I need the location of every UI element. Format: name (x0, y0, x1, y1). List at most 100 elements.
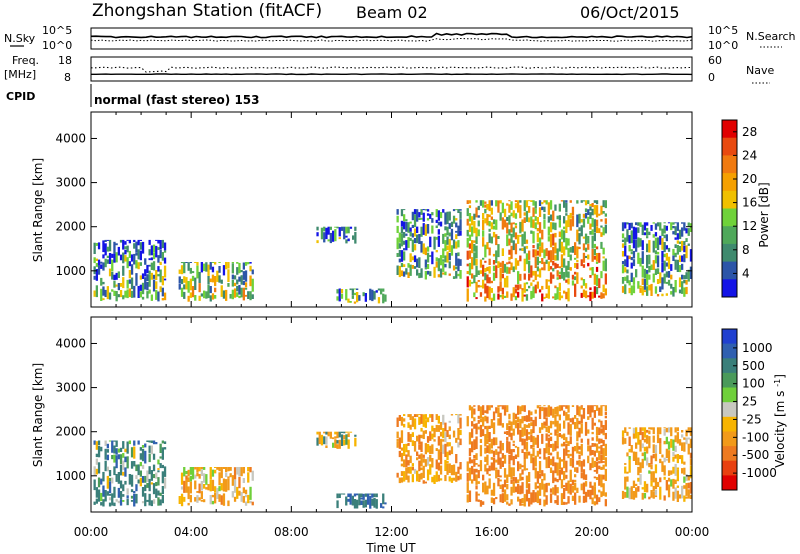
echo-cell (318, 431, 321, 445)
echo-cell (532, 270, 535, 276)
echo-cell (683, 279, 686, 284)
echo-cell (180, 265, 184, 275)
echo-cell (503, 405, 507, 407)
echo-cell (455, 209, 458, 211)
echo-cell (598, 497, 601, 502)
echo-cell (119, 254, 123, 261)
echo-cell (591, 217, 594, 227)
echo-cell (578, 246, 581, 250)
echo-cell (163, 257, 167, 264)
echo-cell (236, 279, 239, 285)
echo-cell (525, 489, 529, 502)
echo-cell (626, 471, 629, 474)
echo-cell (517, 405, 520, 415)
echo-cell (501, 443, 504, 451)
echo-cell (218, 275, 221, 283)
echo-cell (635, 269, 638, 278)
echo-cell (628, 427, 631, 429)
echo-cell (528, 273, 531, 281)
echo-cell (407, 272, 410, 278)
echo-cell (435, 219, 438, 223)
echo-cell (448, 223, 451, 229)
echo-cell (362, 500, 365, 508)
echo-cell (475, 491, 478, 502)
echo-cell (646, 286, 649, 296)
echo-cell (163, 250, 167, 253)
echo-cell (676, 233, 679, 240)
echo-cell (600, 219, 603, 222)
echo-cell (490, 297, 493, 302)
echo-cell (115, 243, 118, 246)
echo-cell (194, 467, 197, 470)
nave-series (91, 66, 692, 73)
echo-cell (569, 418, 572, 423)
echo-cell (582, 482, 586, 495)
echo-cell (532, 436, 535, 448)
echo-cell (560, 443, 564, 447)
colorbar-tick-label: -1000 (742, 466, 777, 480)
echo-cell (571, 246, 575, 253)
colorbar-swatch (722, 343, 737, 359)
echo-cell (111, 455, 114, 460)
echo-cell (497, 236, 500, 239)
echo-cell (196, 265, 199, 279)
echo-cell (591, 248, 594, 262)
echo-cell (422, 454, 425, 458)
echo-cell (488, 228, 491, 232)
echo-cell (506, 474, 509, 483)
echo-cell (681, 255, 684, 262)
echo-cell (506, 266, 509, 274)
echo-cell (536, 232, 539, 243)
echo-cell (360, 493, 363, 497)
echo-cell (126, 257, 129, 269)
echo-cell (459, 211, 462, 219)
echo-cell (554, 222, 557, 231)
echo-cell (650, 465, 653, 470)
echo-cell (521, 449, 524, 453)
echo-cell (148, 274, 151, 287)
echo-cell (457, 240, 460, 248)
echo-cell (637, 227, 640, 233)
echo-cell (486, 468, 489, 475)
echo-cell (95, 263, 98, 267)
echo-cell (593, 469, 596, 472)
echo-cell (628, 235, 631, 244)
echo-cell (556, 270, 559, 277)
echo-cell (512, 456, 515, 466)
echo-cell (111, 440, 114, 453)
echo-cell (198, 283, 201, 293)
echo-cell (126, 495, 129, 499)
echo-cell (486, 485, 489, 495)
nsearch-tick-bottom: 10^0 (708, 39, 738, 52)
echo-cell (130, 474, 134, 487)
echo-cell (437, 462, 440, 471)
echo-cell (431, 251, 434, 265)
echo-cell (486, 274, 489, 284)
echo-cell (587, 200, 590, 204)
echo-cell (560, 405, 564, 411)
echo-cell (635, 451, 638, 465)
colorbar-tick-label: 1000 (742, 341, 773, 355)
echo-cell (641, 443, 644, 449)
echo-cell (155, 482, 158, 487)
echo-cell (492, 231, 496, 238)
echo-cell (426, 264, 430, 269)
echo-cell (251, 294, 254, 299)
echo-cell (203, 263, 206, 272)
echo-cell (189, 267, 192, 274)
echo-cell (251, 278, 254, 292)
echo-cell (141, 241, 145, 254)
echo-cell (420, 434, 423, 439)
echo-cell (373, 493, 376, 497)
echo-cell (558, 271, 561, 275)
echo-cell (549, 444, 553, 448)
echo-cell (133, 493, 136, 507)
echo-cell (209, 278, 212, 283)
echo-cell (656, 481, 660, 487)
echo-cell (152, 499, 156, 504)
echo-cell (148, 289, 151, 294)
echo-cell (236, 285, 239, 292)
echo-cell (429, 271, 432, 277)
echo-cell (536, 485, 539, 489)
echo-cell (475, 265, 478, 277)
